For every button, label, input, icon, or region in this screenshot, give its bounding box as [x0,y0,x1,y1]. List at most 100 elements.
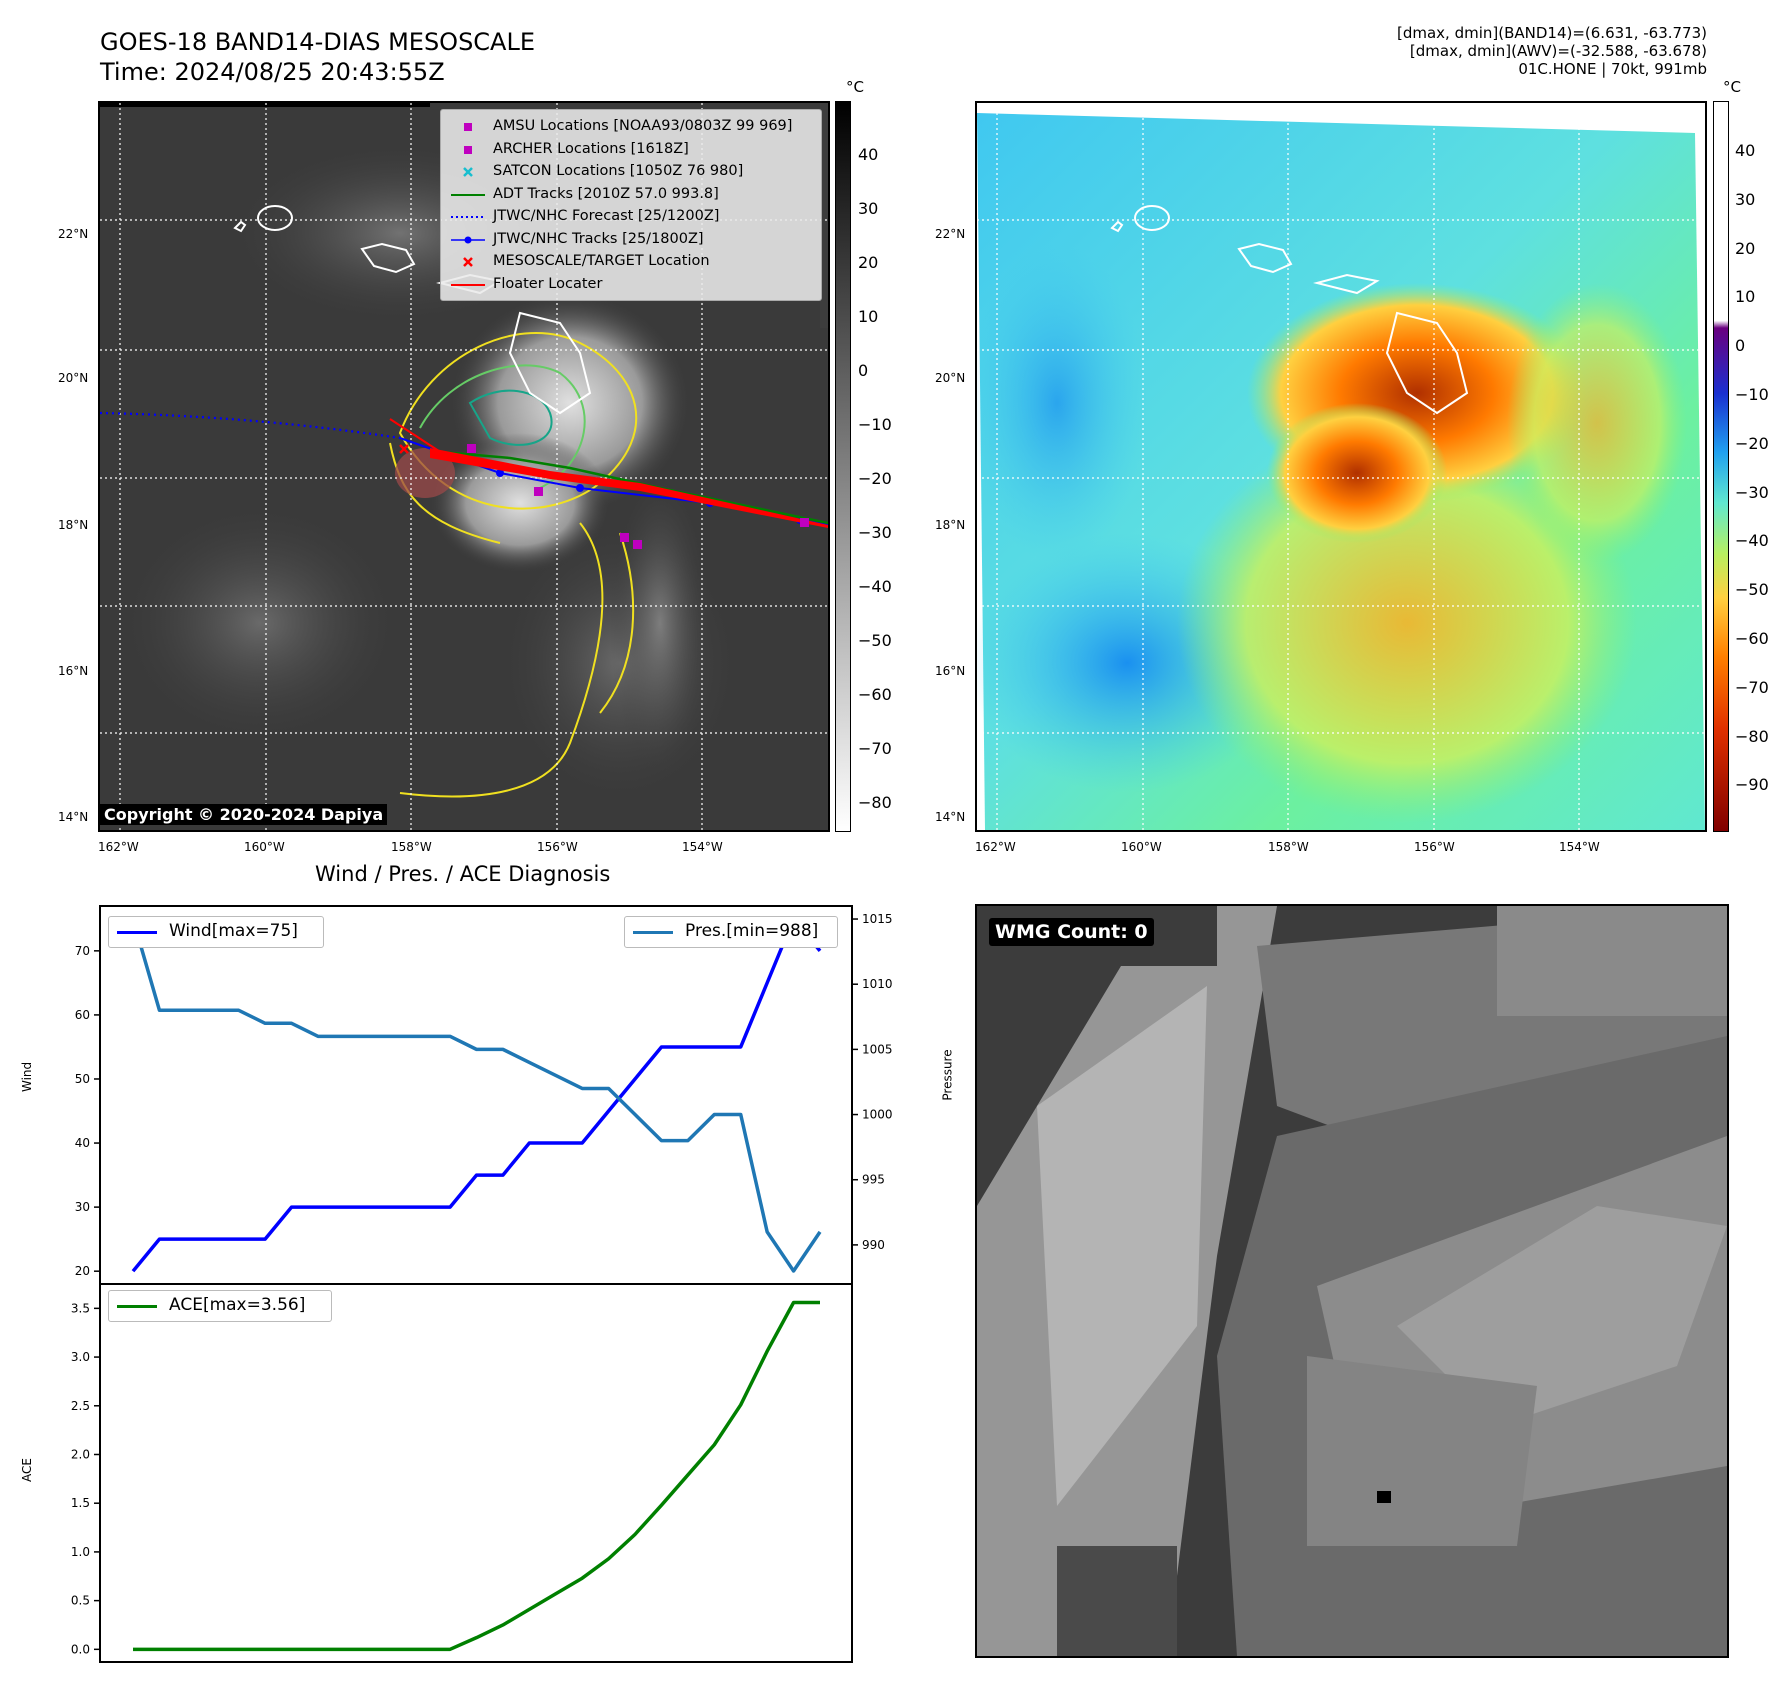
info-dmax-awv: [dmax, dmin](AWV)=(-32.588, -63.678) [1409,42,1707,60]
awv-lat-label: 18°N [935,518,966,532]
wind-ytick-label: 50 [75,1072,90,1086]
ir-colorbar-tick: −30 [858,523,892,542]
wind-ytick-label: 70 [75,944,90,958]
mesoscale-target-marker [399,444,409,454]
ir-colorbar-tick: −60 [858,685,892,704]
ace-series-line [133,1300,820,1652]
diagnosis-title: Wind / Pres. / ACE Diagnosis [315,862,611,886]
awv-colorbar-tick: −10 [1735,385,1769,404]
ir-legend-symbol [449,161,487,183]
ace-ytick-label: 0.0 [71,1642,90,1656]
ace-ytick-label: 1.5 [71,1496,90,1510]
wind-ytick-label: 20 [75,1264,90,1278]
ir-legend-label: SATCON Locations [1050Z 76 980] [493,163,744,179]
ir-colorbar-tick: −50 [858,631,892,650]
wind-ytick-label: 40 [75,1136,90,1150]
wind-axis-title: Wind [20,1061,34,1092]
awv-lon-label: 160°W [1121,840,1162,854]
ace-legend-swatch [117,1305,157,1308]
ace-legend-label: ACE[max=3.56] [169,1295,306,1315]
ace-legend: ACE[max=3.56] [108,1290,332,1322]
awv-gridlines [977,103,1705,830]
ace-ytick-label: 1.0 [71,1545,90,1559]
awv-colorbar-unit: °C [1723,78,1741,96]
ir-legend-label: ARCHER Locations [1618Z] [493,140,689,157]
ir-lat-label: 20°N [58,371,89,385]
ir-colorbar-tick: −20 [858,469,892,488]
ir-legend-label: AMSU Locations [NOAA93/0803Z 99 969] [493,118,793,134]
ir-colorbar-unit: °C [846,78,864,96]
wmg-svg [977,906,1727,1656]
awv-colorbar-tick: −50 [1735,580,1769,600]
ir-colorbar-tick: 40 [858,145,879,164]
ace-ytick-label: 2.0 [71,1447,90,1461]
ir-legend: AMSU Locations [NOAA93/0803Z 99 969] ARCH… [440,109,822,301]
ir-legend-symbol [449,139,487,161]
wmg-panel: WMG Count: 0 [975,904,1729,1658]
ace-ytick-label: 0.5 [71,1594,90,1608]
pressure-ytick-label: 995 [862,1173,885,1187]
wind-ytick-label: 60 [75,1008,90,1022]
pressure-legend-label: Pres.[min=988] [685,921,819,941]
ir-lat-label: 22°N [58,227,89,241]
wind-pressure-axes [99,905,853,1285]
figure-title: GOES-18 BAND14-DIAS MESOSCALE [100,28,536,56]
awv-colorbar-tick: −70 [1735,677,1769,697]
ir-colorbar [835,101,851,832]
pressure-ytick-label: 1005 [862,1042,893,1056]
ace-ytick-label: 3.0 [71,1350,90,1364]
figure-time: Time: 2024/08/25 20:43:55Z [100,58,445,86]
wmg-count-label: WMG Count: 0 [989,918,1154,946]
wind-legend-swatch [117,931,157,934]
awv-lon-label: 158°W [1268,840,1309,854]
pressure-ytick-label: 1015 [862,912,893,926]
pressure-legend: Pres.[min=988] [624,916,838,948]
awv-lon-label: 154°W [1559,840,1600,854]
ir-colorbar-tick: −10 [858,415,892,434]
ir-lon-label: 160°W [244,840,285,854]
awv-lon-label: 162°W [975,840,1016,854]
ace-ytick-label: 3.5 [71,1301,90,1315]
ir-lon-label: 156°W [537,840,578,854]
awv-colorbar-tick: −60 [1735,629,1769,648]
awv-colorbar-tick: −90 [1735,775,1769,795]
ir-colorbar-tick: −70 [858,739,892,758]
adt-track [429,449,828,525]
awv-colorbar-tick: −30 [1735,482,1769,502]
pressure-ytick-label: 1000 [862,1108,893,1122]
awv-lat-label: 16°N [935,664,966,678]
awv-colorbar-tick: 20 [1735,238,1756,258]
pressure-axis-title: Pressure [940,1049,955,1101]
ir-legend-symbol [449,251,487,273]
wind-legend-label: Wind[max=75] [169,921,298,941]
awv-colorbar-tick: −80 [1735,726,1769,746]
awv-map-panel [975,101,1707,832]
awv-lat-label: 14°N [935,810,966,824]
ir-legend-symbol [449,229,487,251]
ir-colorbar-tick: −80 [858,793,892,812]
awv-colorbar-tick: −20 [1735,433,1769,453]
ir-legend-symbol [449,184,487,206]
awv-colorbar-tick: −40 [1735,531,1769,551]
ir-legend-label: MESOSCALE/TARGET Location [493,253,710,269]
ir-lon-label: 154°W [682,840,723,854]
awv-colorbar [1713,101,1729,832]
jtwc-forecast-track [100,411,401,440]
ir-lat-label: 16°N [58,664,89,678]
awv-colorbar-tick: 40 [1735,141,1756,160]
pressure-ytick-label: 1010 [862,977,893,991]
copyright-label: Copyright © 2020-2024 Dapiya [100,804,388,825]
ir-colorbar-tick: 0 [858,361,869,380]
ace-axis-title: ACE [20,1458,34,1482]
pressure-legend-swatch [633,931,673,934]
ir-legend-symbol [449,274,487,296]
info-storm: 01C.HONE | 70kt, 991mb [1518,60,1707,78]
awv-map-svg [977,103,1705,830]
ir-colorbar-tick: −40 [858,577,892,596]
ir-legend-label: Floater Locater [493,275,603,292]
ir-lat-label: 18°N [58,518,89,532]
awv-lat-label: 22°N [935,227,966,241]
ir-legend-symbol [449,206,487,228]
ace-axes [99,1283,853,1663]
awv-colorbar-tick: 30 [1735,189,1756,209]
